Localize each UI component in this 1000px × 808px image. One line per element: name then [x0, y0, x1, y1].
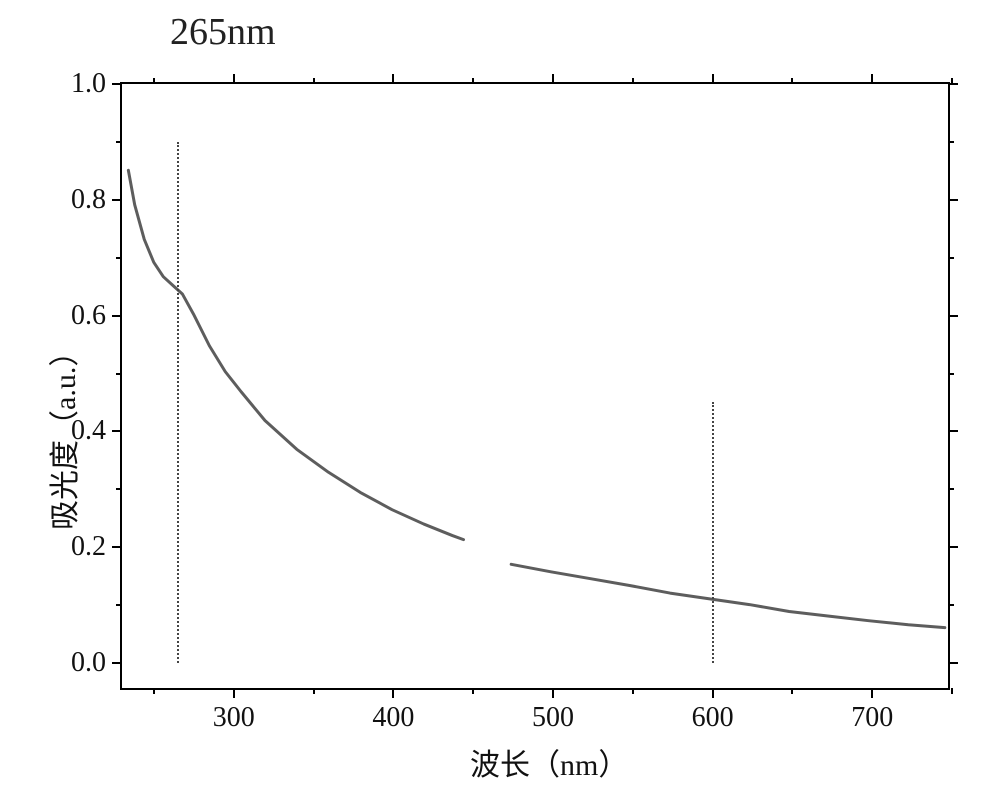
xtick-major [233, 688, 235, 698]
ytick-major-right [948, 430, 958, 432]
ytick-major-right [948, 83, 958, 85]
xtick-major-top [552, 74, 554, 84]
ytick-major-right [948, 662, 958, 664]
ytick-major [112, 83, 122, 85]
absorbance-curve [122, 84, 948, 688]
xtick-major-top [233, 74, 235, 84]
xtick-label: 600 [692, 702, 734, 734]
xtick-minor-top [632, 78, 634, 84]
ytick-major [112, 662, 122, 664]
xtick-major-top [392, 74, 394, 84]
ytick-minor-right [948, 373, 954, 375]
xtick-minor [951, 688, 953, 694]
xtick-label: 400 [372, 702, 414, 734]
ytick-major [112, 315, 122, 317]
ytick-minor-right [948, 257, 954, 259]
ytick-minor [116, 141, 122, 143]
xtick-minor-top [951, 78, 953, 84]
ytick-major-right [948, 199, 958, 201]
xtick-minor [313, 688, 315, 694]
xtick-major [552, 688, 554, 698]
xtick-minor [791, 688, 793, 694]
ytick-minor [116, 257, 122, 259]
xtick-minor-top [313, 78, 315, 84]
ytick-label: 1.0 [71, 68, 106, 100]
ytick-minor-right [948, 141, 954, 143]
xtick-minor-top [153, 78, 155, 84]
ytick-label: 0.2 [71, 531, 106, 563]
ytick-minor-right [948, 488, 954, 490]
ytick-minor-right [948, 604, 954, 606]
reference-line-605nm [712, 402, 714, 663]
ytick-minor [116, 488, 122, 490]
y-axis-label: 吸光度（a.u.） [40, 337, 84, 530]
plot-area: 0.00.20.40.60.81.0300400500600700 [122, 84, 948, 688]
ytick-major-right [948, 546, 958, 548]
xtick-label: 700 [851, 702, 893, 734]
reference-line-265nm [177, 142, 179, 663]
xtick-label: 300 [213, 702, 255, 734]
xtick-minor-top [791, 78, 793, 84]
ytick-minor [116, 373, 122, 375]
xtick-major-top [712, 74, 714, 84]
ytick-label: 0.0 [71, 647, 106, 679]
ytick-minor [116, 604, 122, 606]
xtick-major [871, 688, 873, 698]
annotation-265nm: 265nm [170, 10, 276, 54]
xtick-minor [472, 688, 474, 694]
ytick-major-right [948, 315, 958, 317]
xtick-minor [632, 688, 634, 694]
ytick-major [112, 546, 122, 548]
curve-segment-b [511, 564, 945, 627]
xtick-major [392, 688, 394, 698]
ytick-label: 0.6 [71, 300, 106, 332]
xtick-label: 500 [532, 702, 574, 734]
xtick-major [712, 688, 714, 698]
xtick-minor-top [472, 78, 474, 84]
xtick-major-top [871, 74, 873, 84]
x-axis-label: 波长（nm） [470, 740, 628, 784]
plot-frame: 0.00.20.40.60.81.0300400500600700 [120, 82, 950, 690]
chart-canvas: 265nm 605nm 0.00.20.40.60.81.03004005006… [0, 0, 1000, 808]
ytick-major [112, 430, 122, 432]
ytick-label: 0.8 [71, 184, 106, 216]
xtick-minor [153, 688, 155, 694]
ytick-major [112, 199, 122, 201]
